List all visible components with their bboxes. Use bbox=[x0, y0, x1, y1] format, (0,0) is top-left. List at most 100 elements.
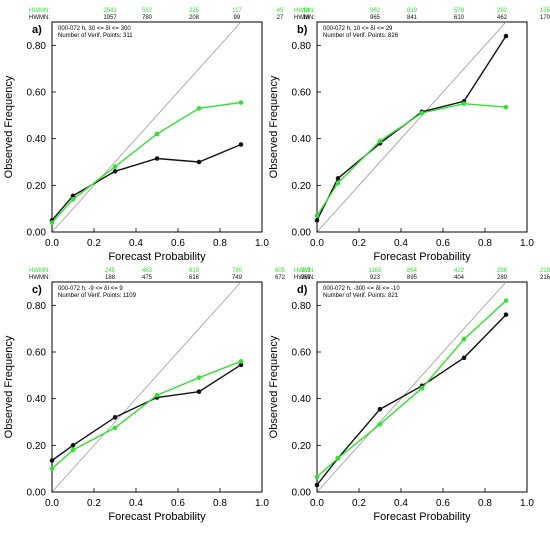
plot-frame bbox=[316, 21, 528, 233]
panel-label: b) bbox=[297, 24, 308, 36]
x-tick-label: 1.0 bbox=[520, 238, 534, 249]
series-point-black bbox=[196, 159, 202, 165]
series-point-green bbox=[70, 197, 76, 202]
count-value: 463 bbox=[142, 268, 153, 274]
series-point-black bbox=[154, 156, 160, 161]
series-point-green bbox=[196, 106, 202, 111]
series-point-black bbox=[112, 415, 118, 420]
count-row-name: HWMN: bbox=[294, 268, 315, 274]
series-point-green bbox=[419, 385, 425, 391]
count-value: 225 bbox=[189, 8, 200, 14]
series-point-green bbox=[461, 101, 467, 106]
x-tick-label: 0.6 bbox=[436, 238, 450, 249]
count-row-name: HWMN: bbox=[294, 15, 315, 21]
y-tick-label: 0.40 bbox=[292, 394, 312, 405]
perfect-reliability-line bbox=[316, 21, 507, 233]
count-value: 245 bbox=[105, 268, 116, 274]
count-row-name: HWMN: bbox=[29, 8, 50, 14]
count-value: 841 bbox=[407, 15, 418, 21]
y-tick-label: 0.60 bbox=[27, 348, 47, 359]
x-tick-label: 0.4 bbox=[129, 498, 143, 509]
series-line-green bbox=[316, 102, 507, 217]
count-value: 208 bbox=[189, 15, 200, 21]
count-value: 216 bbox=[540, 275, 550, 281]
count-value: 27 bbox=[277, 15, 284, 21]
count-value: 117 bbox=[232, 8, 242, 14]
panel-info-line: 000-072 h, -9 <= δI <= 9 bbox=[58, 286, 123, 292]
count-value: 289 bbox=[497, 275, 508, 281]
y-tick-label: 0.20 bbox=[27, 441, 47, 452]
series-point-green bbox=[335, 180, 341, 186]
count-value: 605 bbox=[275, 268, 286, 274]
y-tick-label: 0.80 bbox=[27, 41, 47, 52]
count-row-name: HWMN: bbox=[294, 8, 315, 14]
series-point-green bbox=[314, 213, 320, 218]
count-value: 462 bbox=[497, 15, 508, 21]
series-point-black bbox=[49, 458, 55, 463]
x-tick-label: 0.0 bbox=[310, 238, 324, 249]
x-tick-label: 1.0 bbox=[255, 498, 269, 509]
count-value: 1165 bbox=[369, 268, 383, 274]
count-value: 895 bbox=[407, 275, 418, 281]
count-value: 578 bbox=[454, 8, 465, 14]
count-value: 962 bbox=[370, 8, 381, 14]
series-point-black bbox=[238, 142, 244, 147]
series-point-green bbox=[154, 392, 160, 398]
count-value: 219 bbox=[540, 268, 550, 274]
series-point-black bbox=[112, 169, 118, 174]
y-tick-label: 0.00 bbox=[27, 488, 47, 499]
panel-info-line: 000-072 h, -300 <= δI <= -10 bbox=[323, 286, 400, 292]
count-value: 367 bbox=[301, 275, 312, 281]
y-axis-label: Observed Frequency bbox=[3, 335, 15, 438]
x-tick-label: 0.4 bbox=[129, 238, 143, 249]
series-point-green bbox=[314, 474, 320, 480]
perfect-reliability-line bbox=[51, 281, 242, 493]
panel-label: d) bbox=[297, 284, 308, 296]
series-point-black bbox=[238, 362, 244, 368]
y-tick-label: 0.20 bbox=[292, 181, 312, 192]
count-value: 16 bbox=[303, 15, 310, 21]
x-tick-label: 0.0 bbox=[310, 498, 324, 509]
count-value: 616 bbox=[189, 275, 200, 281]
y-tick-label: 0.40 bbox=[292, 134, 312, 145]
series-point-green bbox=[461, 336, 467, 342]
panel-d: HWMN:1165854422286219303HWMN:92389540428… bbox=[268, 268, 550, 523]
y-tick-label: 0.80 bbox=[292, 41, 312, 52]
count-value: 99 bbox=[234, 15, 241, 21]
plot-frame bbox=[51, 281, 263, 493]
y-tick-label: 0.40 bbox=[27, 394, 47, 405]
series-point-green bbox=[503, 104, 509, 110]
y-tick-label: 0.60 bbox=[27, 88, 47, 99]
series-line-black bbox=[316, 314, 507, 486]
x-tick-label: 0.8 bbox=[478, 238, 492, 249]
series-line-black bbox=[51, 143, 242, 221]
series-point-green bbox=[503, 298, 509, 303]
count-value: 135 bbox=[540, 8, 550, 14]
x-tick-label: 0.6 bbox=[171, 498, 185, 509]
count-value: 404 bbox=[454, 275, 465, 281]
count-value: 301 bbox=[301, 268, 312, 274]
count-value: 188 bbox=[105, 275, 116, 281]
x-tick-label: 0.4 bbox=[394, 498, 408, 509]
y-tick-label: 0.80 bbox=[292, 301, 312, 312]
count-value: 780 bbox=[142, 15, 153, 21]
count-value: 610 bbox=[454, 15, 465, 21]
series-point-black bbox=[503, 33, 509, 39]
series-line-green bbox=[51, 360, 242, 470]
series-point-green bbox=[112, 164, 118, 169]
series-point-green bbox=[49, 466, 55, 471]
series-point-green bbox=[112, 425, 118, 431]
panel-points-count: Number of Verif. Points: 826 bbox=[323, 33, 399, 39]
count-value: 1957 bbox=[103, 15, 117, 21]
count-value: 923 bbox=[370, 275, 381, 281]
series-point-green bbox=[335, 455, 341, 461]
panel-info-line: 000-072 h, 30 <= δI <= 300 bbox=[58, 26, 131, 32]
y-axis-label: Observed Frequency bbox=[3, 75, 15, 178]
count-value: 819 bbox=[407, 8, 418, 14]
x-tick-label: 1.0 bbox=[255, 238, 269, 249]
count-value: 170 bbox=[540, 15, 550, 21]
series-point-black bbox=[314, 482, 320, 488]
count-row-name: HWMN: bbox=[29, 268, 50, 274]
y-axis-label: Observed Frequency bbox=[268, 75, 280, 178]
